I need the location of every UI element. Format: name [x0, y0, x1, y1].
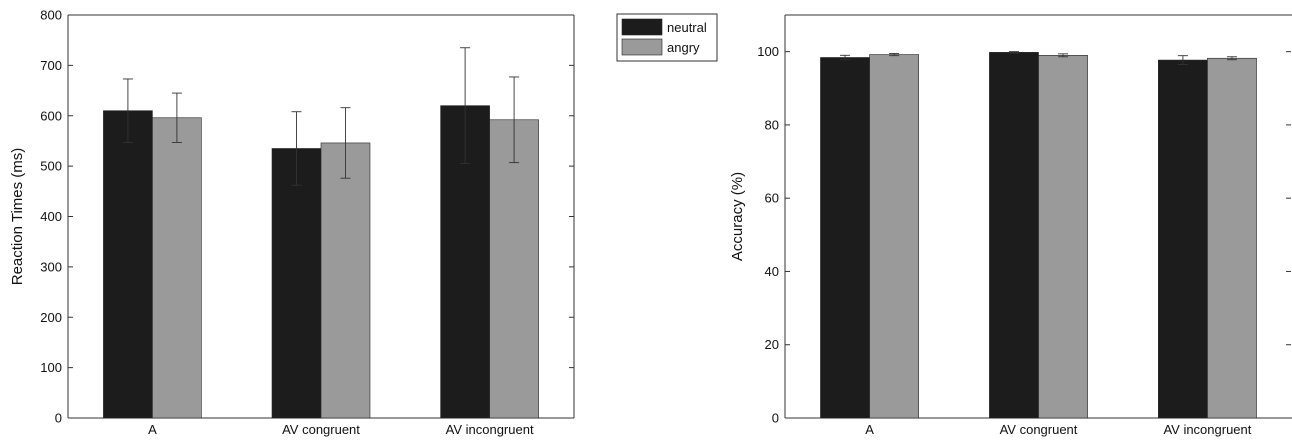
legend-swatch-neutral: [621, 18, 663, 36]
legend-label-neutral: neutral: [667, 20, 707, 35]
error-bar-neutral-a: [840, 54, 851, 61]
bar-neutral-av-incongruent: [1158, 59, 1208, 419]
y-tick-label: 0: [772, 411, 779, 426]
legend: neutral angry: [616, 13, 718, 62]
y-tick-label: 60: [765, 191, 779, 206]
x-tick-label-av-congruent: AV congruent: [1000, 422, 1078, 437]
error-bar-angry-av-congruent: [340, 107, 351, 179]
y-tick-label: 300: [40, 259, 62, 274]
x-tick-label-av-incongruent: AV incongruent: [446, 422, 534, 437]
y-tick-label: 0: [55, 411, 62, 426]
y-tick-label: 500: [40, 159, 62, 174]
error-bar-neutral-av-congruent: [1008, 51, 1019, 54]
x-tick-label-av-incongruent: AV incongruent: [1163, 422, 1251, 437]
bar-neutral-a: [820, 57, 870, 419]
y-tick-label: 600: [40, 108, 62, 123]
bar-angry-a: [869, 54, 919, 419]
bar-neutral-a: [103, 110, 153, 419]
y-axis-title: Reaction Times (ms): [9, 148, 26, 286]
y-tick-label: 200: [40, 310, 62, 325]
bar-neutral-av-congruent: [989, 52, 1039, 419]
error-bar-angry-av-incongruent: [1226, 56, 1237, 61]
bar-neutral-av-congruent: [271, 148, 322, 419]
x-tick-label-a: A: [148, 422, 157, 437]
error-bar-neutral-av-congruent: [291, 111, 302, 186]
y-axis-title: Accuracy (%): [729, 172, 746, 261]
x-tick-label-a: A: [865, 422, 874, 437]
bar-angry-av-congruent: [320, 142, 371, 419]
error-bar-angry-a: [889, 53, 900, 57]
y-tick-label: 20: [765, 337, 779, 352]
y-tick-label: 100: [40, 360, 62, 375]
bar-angry-av-incongruent: [489, 119, 539, 419]
reaction-times-chart: 0 100 200 300 400 500 600 700 800 Reaction Times …: [9, 8, 575, 437]
y-tick-label: 100: [757, 44, 779, 59]
x-tick-label-av-congruent: AV congruent: [282, 422, 360, 437]
bar-angry-av-congruent: [1038, 54, 1088, 419]
bar-angry-a: [152, 117, 202, 419]
y-tick-label: 80: [765, 117, 779, 132]
error-bar-neutral-a: [122, 78, 133, 143]
legend-label-angry: angry: [667, 40, 700, 55]
y-tick-label: 40: [765, 264, 779, 279]
error-bar-angry-av-congruent: [1058, 53, 1069, 58]
error-bar-neutral-av-incongruent: [460, 47, 471, 165]
accuracy-chart: 0 20 40 60 80 100 Accuracy (%) A AV congruent AV …: [729, 14, 1292, 437]
y-tick-label: 700: [40, 58, 62, 73]
error-bar-neutral-av-incongruent: [1177, 55, 1188, 65]
legend-swatch-angry: [621, 38, 663, 56]
y-tick-label: 800: [40, 8, 62, 23]
error-bar-angry-a: [171, 92, 182, 143]
bar-angry-av-incongruent: [1207, 57, 1257, 419]
y-tick-label: 400: [40, 209, 62, 224]
error-bar-angry-av-incongruent: [509, 76, 520, 164]
